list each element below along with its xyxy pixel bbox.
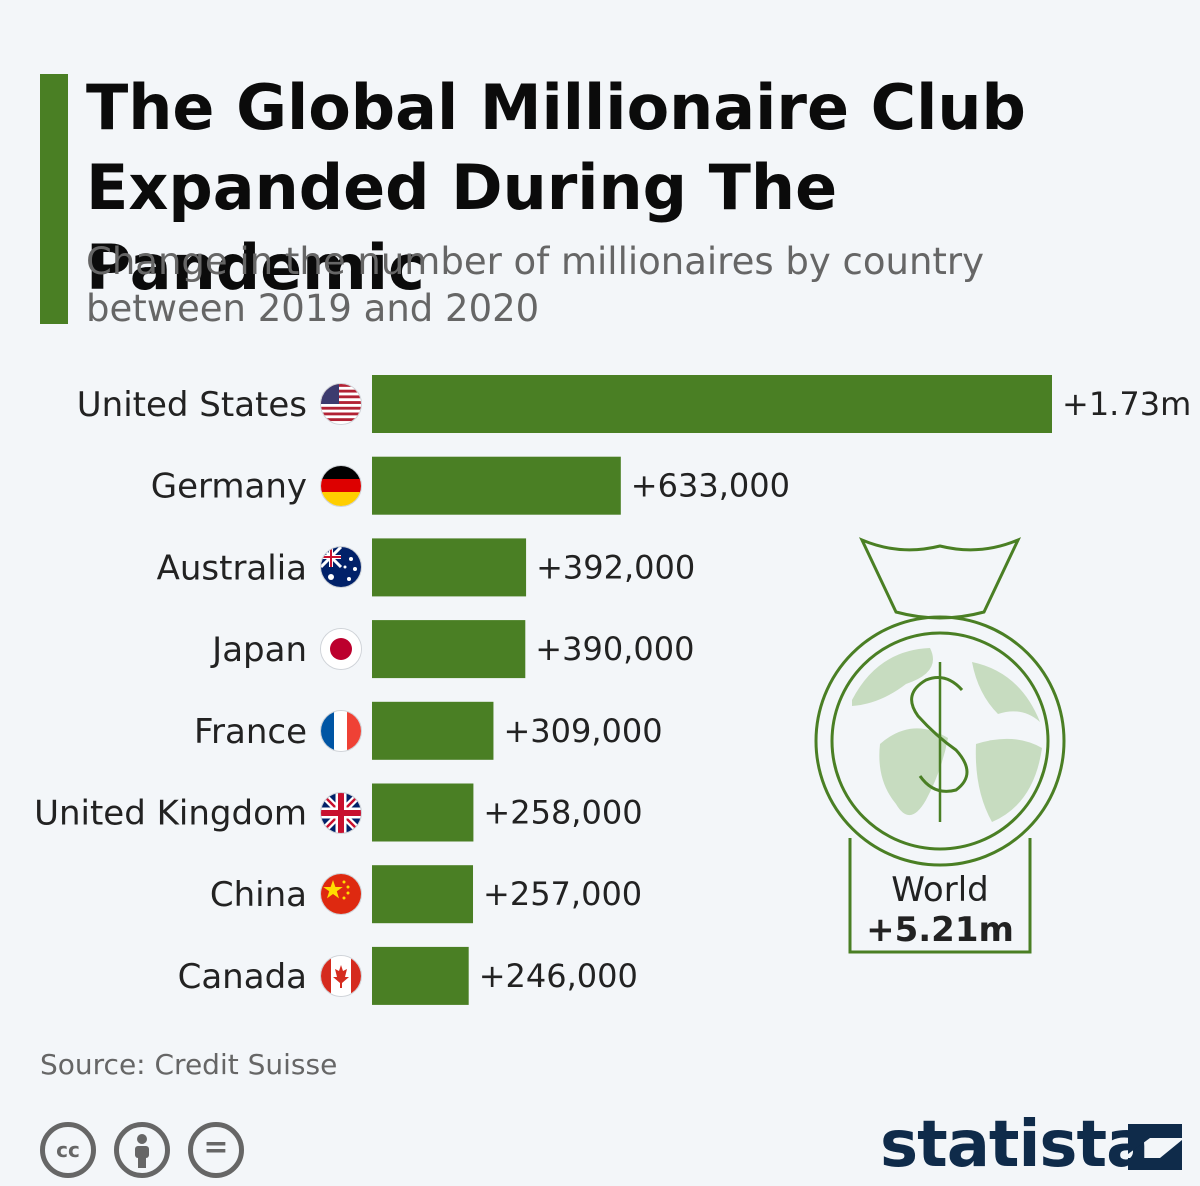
bar (372, 865, 474, 924)
title-accent-bar (40, 74, 68, 324)
world-total: World +5.21m (850, 870, 1030, 950)
bar (372, 538, 527, 597)
value-label: +258,000 (483, 794, 642, 832)
category-label: United Kingdom (34, 794, 307, 834)
category-label: Australia (157, 548, 307, 588)
value-label: +246,000 (479, 957, 638, 995)
value-label: +309,000 (503, 712, 662, 750)
canada-flag-icon (320, 954, 362, 997)
bar (372, 783, 474, 842)
category-label: Canada (178, 957, 307, 997)
france-flag-icon (320, 709, 362, 752)
source-note: Source: Credit Suisse (40, 1048, 338, 1081)
category-label: United States (77, 385, 307, 425)
cc-icon[interactable]: cc (40, 1122, 96, 1178)
category-label: Germany (151, 467, 307, 507)
category-label: France (194, 712, 307, 752)
bar (372, 375, 1052, 433)
bar (372, 620, 526, 679)
bar (372, 456, 621, 515)
value-label: +1.73m (1062, 385, 1191, 423)
bar (372, 701, 494, 760)
value-label: +633,000 (631, 467, 790, 505)
category-label: China (210, 875, 307, 915)
germany-flag-icon (320, 464, 362, 507)
category-label: Japan (210, 630, 307, 670)
value-label: +392,000 (536, 548, 695, 586)
money-bag-globe-icon (814, 537, 1066, 954)
china-flag-icon (320, 873, 362, 916)
bar (372, 946, 469, 1005)
value-label: +390,000 (535, 630, 694, 668)
chart-subtitle: Change in the number of millionaires by … (86, 240, 985, 330)
uk-flag-icon (320, 791, 362, 834)
world-label: World (891, 870, 989, 910)
japan-flag-icon (320, 628, 362, 671)
us-flag-icon (320, 383, 362, 425)
world-value: +5.21m (866, 910, 1014, 950)
value-label: +257,000 (483, 875, 642, 913)
attribution-icon[interactable] (114, 1122, 170, 1178)
statista-wordmark: statista (880, 1108, 1149, 1182)
australia-flag-icon (320, 546, 362, 589)
no-derivatives-icon[interactable]: = (188, 1122, 244, 1178)
statista-logo-icon (1128, 1124, 1182, 1170)
chart-title: The Global Millionaire Club Expanded Dur… (86, 71, 1026, 304)
